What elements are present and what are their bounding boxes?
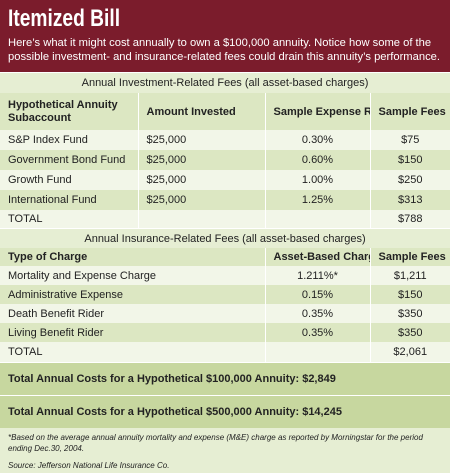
column-header: Type of Charge [0, 248, 266, 266]
column-header: Sample Fees [370, 248, 450, 266]
table-cell [265, 210, 371, 228]
table-cell: $788 [370, 210, 450, 228]
table-cell: $150 [370, 150, 450, 170]
subtitle: Here’s what it might cost annually to ow… [8, 37, 440, 63]
column-header: Sample Fees [370, 93, 450, 130]
table-cell: TOTAL [0, 210, 139, 228]
table: Hypothetical Annuity Subaccount Amount In… [0, 93, 450, 228]
summary-line: Total Annual Costs for a Hypothetical $5… [0, 395, 450, 428]
header-row: Hypothetical Annuity Subaccount Amount In… [0, 93, 450, 130]
table-row: S&P Index Fund $25,000 0.30% $75 [0, 130, 450, 150]
table-cell: S&P Index Fund [0, 130, 139, 150]
table-cell: $75 [370, 130, 450, 150]
column-header: Amount Invested [138, 93, 266, 130]
table-row: Growth Fund $25,000 1.00% $250 [0, 170, 450, 190]
table-cell: $350 [370, 304, 450, 323]
source: Source: Jefferson National Life Insuranc… [8, 461, 170, 470]
table-row: Living Benefit Rider 0.35% $350 [0, 323, 450, 342]
table-cell: 1.211%* [265, 266, 371, 285]
table-row: Death Benefit Rider 0.35% $350 [0, 304, 450, 323]
table-cell: Living Benefit Rider [0, 323, 266, 342]
table-cell: $1,211 [370, 266, 450, 285]
table-cell: 0.60% [265, 150, 371, 170]
table-cell: Government Bond Fund [0, 150, 139, 170]
table-row: Government Bond Fund $25,000 0.60% $150 [0, 150, 450, 170]
header: Itemized Bill Here’s what it might cost … [0, 0, 450, 72]
table-cell: $313 [370, 190, 450, 210]
table-cell: Administrative Expense [0, 285, 266, 304]
table-cell: $350 [370, 323, 450, 342]
total-row: TOTAL $788 [0, 210, 450, 228]
table-cell: 1.00% [265, 170, 371, 190]
table-cell: Death Benefit Rider [0, 304, 266, 323]
column-header: Asset-Based Charge [265, 248, 371, 266]
table-cell: 0.35% [265, 304, 371, 323]
table-cell: TOTAL [0, 342, 266, 362]
column-header: Hypothetical Annuity Subaccount [0, 93, 139, 130]
table-cell: 0.30% [265, 130, 371, 150]
table-cell [138, 210, 266, 228]
table-cell: 1.25% [265, 190, 371, 210]
table-cell: $25,000 [138, 150, 266, 170]
total-row: TOTAL $2,061 [0, 342, 450, 362]
table-row: Mortality and Expense Charge 1.211%* $1,21… [0, 266, 450, 285]
table-cell: $25,000 [138, 130, 266, 150]
table-cell: Growth Fund [0, 170, 139, 190]
table-cell [265, 342, 371, 362]
footnote: *Based on the average annual annuity mor… [8, 433, 423, 453]
table-cell: 0.15% [265, 285, 371, 304]
table-cell: $25,000 [138, 170, 266, 190]
title: Itemized Bill [8, 5, 121, 32]
table-cell: 0.35% [265, 323, 371, 342]
table-caption: Annual Investment-Related Fees (all asse… [0, 72, 450, 93]
table-cell: $250 [370, 170, 450, 190]
table-cell: $150 [370, 285, 450, 304]
column-header: Sample Expense Ratios [265, 93, 371, 130]
table-caption: Annual Insurance-Related Fees (all asset… [0, 228, 450, 248]
table-row: Administrative Expense 0.15% $150 [0, 285, 450, 304]
table-cell: $25,000 [138, 190, 266, 210]
table-row: International Fund $25,000 1.25% $313 [0, 190, 450, 210]
table-cell: International Fund [0, 190, 139, 210]
summary-line: Total Annual Costs for a Hypothetical $1… [0, 362, 450, 395]
table-cell: $2,061 [370, 342, 450, 362]
table-cell: Mortality and Expense Charge [0, 266, 266, 285]
